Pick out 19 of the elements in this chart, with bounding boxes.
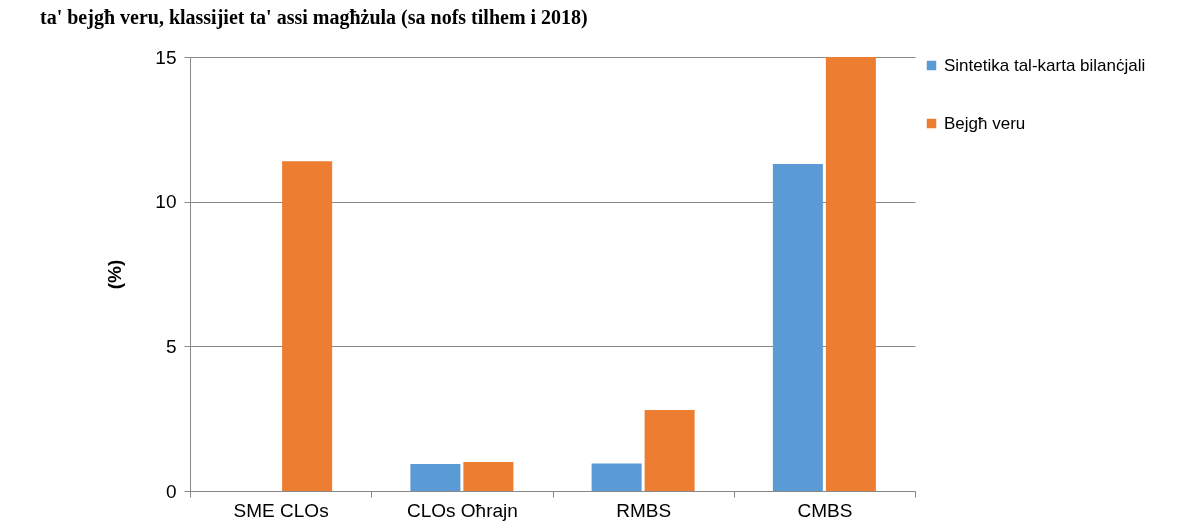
chart-title: ta' bejgħ veru, klassijiet ta' assi magħżula (sa nofs tilhem i 2018) — [40, 6, 588, 29]
y-tick-label: 10 — [155, 191, 177, 213]
legend-label: Bejgħ veru — [944, 113, 1026, 133]
y-tick-label: 15 — [155, 46, 177, 68]
x-tick-label: CMBS — [797, 499, 853, 521]
y-axis-title: (%) — [104, 259, 126, 290]
bar — [410, 464, 461, 491]
bar — [463, 462, 514, 491]
x-tick-label: SME CLOs — [233, 499, 329, 521]
bar — [825, 57, 876, 491]
legend-label: Sintetika tal-karta bilanċjali — [944, 55, 1146, 75]
x-tick-label: CLOs Oħrajn — [406, 499, 518, 521]
y-tick-label: 5 — [165, 335, 177, 357]
y-tick-label: 0 — [165, 480, 177, 502]
bar — [772, 164, 823, 491]
bar — [644, 409, 695, 491]
bar — [282, 161, 333, 491]
bar — [591, 463, 642, 491]
x-tick-label: RMBS — [616, 499, 672, 521]
